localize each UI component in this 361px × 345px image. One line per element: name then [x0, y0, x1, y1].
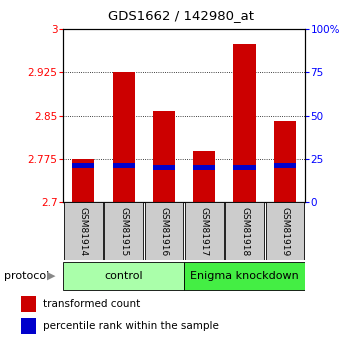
Bar	[184, 262, 305, 290]
Text: GSM81914: GSM81914	[79, 207, 88, 256]
Text: ▶: ▶	[47, 271, 56, 281]
Bar	[274, 121, 296, 202]
Bar	[72, 163, 95, 168]
Bar	[145, 203, 183, 260]
Text: GSM81915: GSM81915	[119, 207, 128, 256]
Bar	[21, 318, 36, 334]
Bar	[113, 72, 135, 202]
Bar	[104, 203, 143, 260]
Bar	[72, 159, 95, 202]
Text: Enigma knockdown: Enigma knockdown	[190, 271, 299, 281]
Bar	[153, 165, 175, 170]
Bar	[193, 165, 216, 170]
Text: GDS1662 / 142980_at: GDS1662 / 142980_at	[108, 9, 253, 22]
Bar	[64, 203, 103, 260]
Bar	[234, 44, 256, 202]
Text: GSM81918: GSM81918	[240, 207, 249, 256]
Text: control: control	[104, 271, 143, 281]
Bar	[274, 163, 296, 168]
Bar	[234, 165, 256, 170]
Bar	[153, 111, 175, 202]
Bar	[185, 203, 223, 260]
Bar	[193, 151, 216, 202]
Text: GSM81916: GSM81916	[160, 207, 169, 256]
Bar	[21, 296, 36, 312]
Bar	[113, 163, 135, 168]
Bar	[225, 203, 264, 260]
Text: percentile rank within the sample: percentile rank within the sample	[43, 321, 218, 331]
Text: transformed count: transformed count	[43, 299, 140, 309]
Text: GSM81919: GSM81919	[280, 207, 290, 256]
Bar	[63, 262, 184, 290]
Bar	[266, 203, 304, 260]
Text: protocol: protocol	[4, 271, 49, 281]
Text: GSM81917: GSM81917	[200, 207, 209, 256]
